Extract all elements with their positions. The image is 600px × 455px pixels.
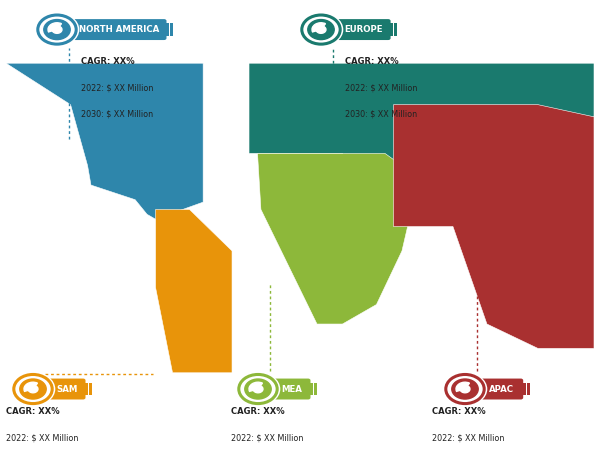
Text: CAGR: XX%: CAGR: XX% [6, 407, 59, 416]
Wedge shape [48, 23, 62, 32]
Circle shape [245, 379, 271, 399]
Text: 2022: $ XX Million: 2022: $ XX Million [81, 83, 154, 92]
Circle shape [35, 13, 79, 46]
Wedge shape [253, 386, 263, 393]
Text: EUROPE: EUROPE [344, 25, 383, 34]
FancyBboxPatch shape [73, 19, 166, 40]
FancyBboxPatch shape [274, 379, 311, 399]
Text: CAGR: XX%: CAGR: XX% [231, 407, 284, 416]
FancyBboxPatch shape [314, 383, 317, 395]
Wedge shape [456, 382, 470, 391]
Wedge shape [28, 386, 38, 393]
Wedge shape [249, 382, 263, 391]
FancyBboxPatch shape [89, 383, 92, 395]
Circle shape [20, 379, 46, 399]
FancyBboxPatch shape [85, 383, 88, 395]
Circle shape [299, 13, 343, 46]
Wedge shape [24, 382, 37, 391]
Polygon shape [155, 209, 232, 373]
FancyBboxPatch shape [170, 23, 173, 36]
FancyBboxPatch shape [390, 23, 393, 36]
Circle shape [443, 373, 487, 405]
Text: 2030: $ XX Million: 2030: $ XX Million [81, 110, 153, 119]
FancyBboxPatch shape [394, 23, 397, 36]
FancyBboxPatch shape [527, 383, 530, 395]
Text: APAC: APAC [490, 384, 514, 394]
Text: CAGR: XX%: CAGR: XX% [432, 407, 485, 416]
Circle shape [11, 373, 55, 405]
Circle shape [44, 20, 70, 40]
Circle shape [308, 20, 334, 40]
Circle shape [236, 373, 280, 405]
Wedge shape [316, 26, 326, 33]
Text: NORTH AMERICA: NORTH AMERICA [79, 25, 160, 34]
Text: 2022: $ XX Million: 2022: $ XX Million [231, 434, 304, 443]
Polygon shape [6, 63, 203, 219]
FancyBboxPatch shape [166, 23, 169, 36]
Text: 2022: $ XX Million: 2022: $ XX Million [345, 83, 418, 92]
Text: CAGR: XX%: CAGR: XX% [81, 57, 134, 66]
Text: 2030: $ XX Million: 2030: $ XX Million [345, 110, 417, 119]
Text: MEA: MEA [281, 384, 302, 394]
FancyBboxPatch shape [337, 19, 391, 40]
Text: 2022: $ XX Million: 2022: $ XX Million [6, 434, 79, 443]
Wedge shape [312, 23, 325, 32]
Polygon shape [249, 63, 594, 209]
Polygon shape [394, 105, 594, 349]
Polygon shape [257, 153, 419, 324]
Wedge shape [52, 26, 62, 33]
Text: SAM: SAM [56, 384, 78, 394]
Text: 2022: $ XX Million: 2022: $ XX Million [432, 434, 505, 443]
Wedge shape [460, 386, 470, 393]
Circle shape [452, 379, 478, 399]
FancyBboxPatch shape [49, 379, 85, 399]
FancyBboxPatch shape [523, 383, 526, 395]
FancyBboxPatch shape [310, 383, 313, 395]
FancyBboxPatch shape [481, 379, 523, 399]
Text: CAGR: XX%: CAGR: XX% [345, 57, 398, 66]
